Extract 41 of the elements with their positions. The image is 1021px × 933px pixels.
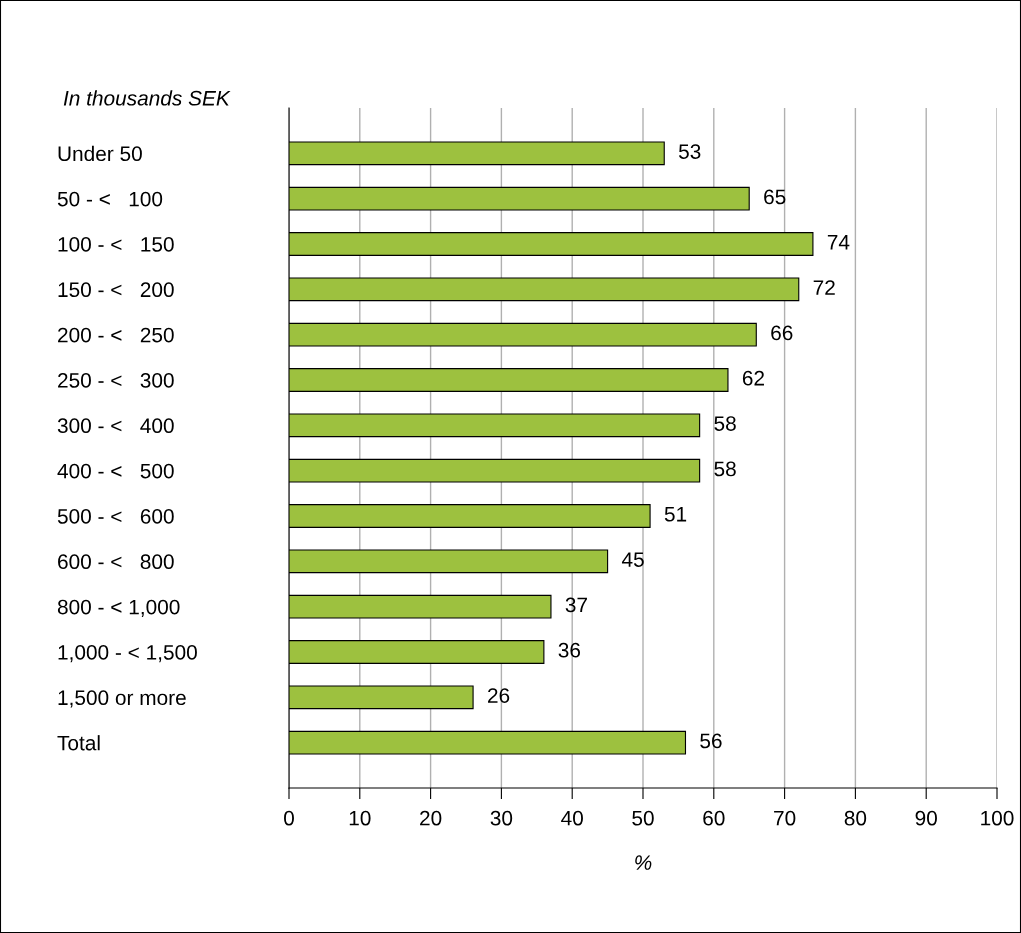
y-axis-title: In thousands SEK (63, 90, 231, 106)
y-tick-label: 1,500 or more (58, 690, 186, 708)
y-tick-label: 500 - < 600 (57, 509, 174, 524)
x-tick-label: 50 (632, 810, 654, 826)
data-label: 26 (488, 688, 510, 703)
x-tick-label: 10 (349, 810, 371, 826)
data-label: 66 (771, 325, 793, 341)
data-label: 36 (558, 642, 581, 658)
data-label: 51 (664, 507, 687, 522)
y-tick-label: 200 - < 250 (58, 327, 174, 343)
data-label: 72 (813, 280, 835, 295)
x-tick-label: 70 (774, 810, 796, 826)
data-label: 62 (742, 370, 764, 386)
data-label: 65 (764, 189, 786, 205)
x-tick-label: 40 (561, 810, 583, 826)
data-label: 58 (714, 461, 736, 477)
x-tick-label: 30 (490, 810, 513, 826)
y-tick-label: 300 - < 400 (57, 418, 174, 434)
x-axis-title: % (635, 855, 652, 870)
x-tick-label: 0 (284, 810, 294, 826)
x-tick-label: 60 (703, 810, 725, 826)
y-tick-label: 250 - < 300 (58, 373, 174, 388)
data-label: 45 (621, 552, 644, 567)
data-label: 74 (827, 235, 850, 250)
x-tick-label: 100 (981, 810, 1014, 826)
y-tick-label: 600 - < 800 (58, 554, 174, 570)
x-tick-label: 80 (844, 810, 867, 826)
y-tick-label: 400 - < 500 (57, 463, 174, 479)
data-label: 37 (565, 597, 587, 613)
y-tick-label: 800 - < 1,000 (57, 599, 180, 617)
data-label: 58 (714, 416, 736, 431)
y-tick-label: 150 - < 200 (58, 282, 174, 298)
data-label: 56 (700, 733, 722, 749)
x-tick-label: 90 (915, 810, 937, 826)
y-tick-label: 1,000 - < 1,500 (58, 645, 197, 663)
data-label: 53 (678, 144, 701, 159)
y-tick-label: Total (57, 735, 100, 751)
y-tick-label: Under 50 (58, 145, 142, 162)
y-tick-label: 50 - < 100 (57, 191, 163, 207)
x-tick-label: 20 (420, 810, 442, 826)
y-tick-label: 100 - < 150 (58, 237, 174, 252)
